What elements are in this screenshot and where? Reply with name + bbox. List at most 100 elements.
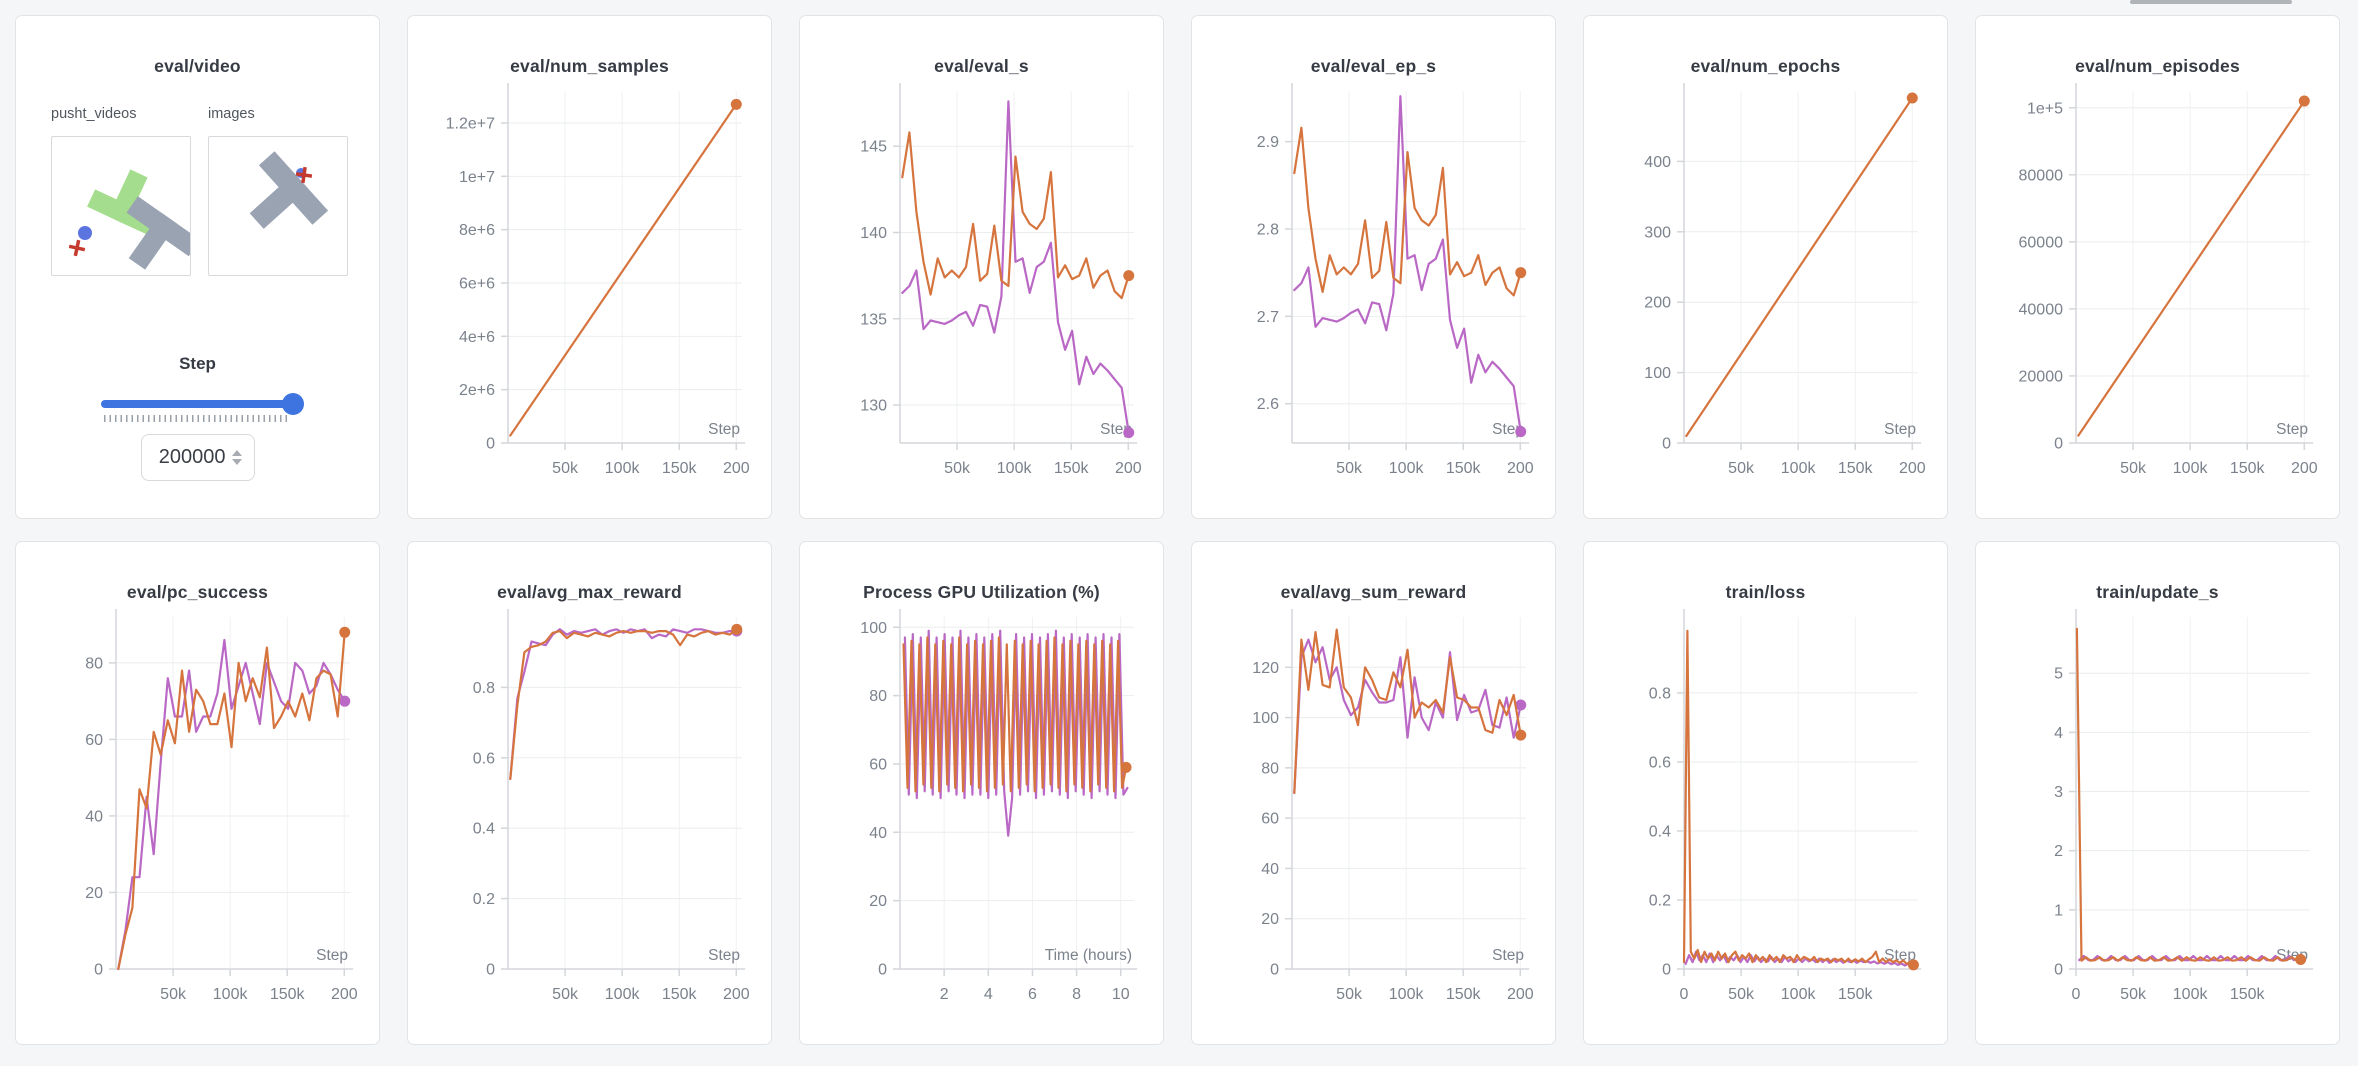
svg-text:0.6: 0.6	[1649, 754, 1671, 771]
target-cross	[295, 166, 313, 184]
step-increment-icon[interactable]	[231, 450, 242, 456]
pusht-goal-t-shape	[87, 169, 155, 235]
series-line-run-purple	[903, 629, 1129, 837]
step-slider-ticks	[104, 415, 290, 422]
svg-text:200: 200	[1115, 460, 1142, 477]
svg-text:2.6: 2.6	[1257, 396, 1279, 413]
svg-text:6e+6: 6e+6	[459, 276, 495, 293]
chart-num-episodes[interactable]: 50k 100k 150k 200 0 20000 40000 60000 80000 1e+5 S…	[1976, 77, 2339, 513]
media-label-pusht-videos: pusht_videos	[51, 106, 137, 122]
svg-text:50k: 50k	[1336, 986, 1363, 1003]
svg-text:40: 40	[85, 808, 103, 825]
svg-text:2.8: 2.8	[1257, 222, 1279, 239]
svg-text:60: 60	[869, 756, 887, 773]
panel-eval-num-episodes: eval/num_episodes 50k 100k 150k 200 0 20000 40…	[1975, 15, 2340, 519]
x-axis-label: Step	[316, 947, 348, 964]
svg-text:50k: 50k	[944, 460, 971, 477]
panel-eval-avg-max-reward: eval/avg_max_reward 50k 100k 150k 200 0 0.2 0.…	[407, 541, 772, 1045]
svg-text:2e+6: 2e+6	[459, 382, 495, 399]
svg-text:0.4: 0.4	[1649, 823, 1671, 840]
horizontal-scrollbar-thumb[interactable]	[2130, 0, 2292, 4]
svg-text:3: 3	[2054, 784, 2063, 801]
chart-eval-ep-s[interactable]: 50k 100k 150k 200 2.6 2.7 2.8 2.9 Step	[1192, 77, 1555, 513]
svg-text:0.8: 0.8	[1649, 685, 1671, 702]
svg-text:145: 145	[860, 139, 887, 156]
step-slider-label: Step	[179, 354, 216, 373]
endpoint-dot-run-purple	[1515, 699, 1527, 711]
svg-text:200: 200	[723, 460, 750, 477]
svg-text:0.2: 0.2	[473, 891, 495, 908]
svg-text:200: 200	[2291, 460, 2318, 477]
endpoint-dot-run-orange	[1515, 267, 1527, 279]
series-line-run-orange	[2075, 627, 2302, 962]
svg-text:150k: 150k	[2230, 460, 2266, 477]
panel-train-update-s: train/update_s 0 50k 100k 150k 0 1 2 3 4 5 Step	[1975, 541, 2340, 1045]
chart-svg-pc_success: 50k 100k 150k 200 0 20 40 60 80 Step	[85, 609, 358, 1003]
step-stepper[interactable]	[231, 450, 242, 465]
step-slider[interactable]	[101, 400, 301, 408]
svg-text:8: 8	[1072, 986, 1081, 1003]
svg-text:0: 0	[1662, 962, 1671, 979]
svg-text:100k: 100k	[1389, 460, 1425, 477]
svg-text:100: 100	[860, 620, 887, 637]
panel-eval-eval-s: eval/eval_s 50k 100k 150k 200 130 135 140 145 St…	[799, 15, 1164, 519]
svg-text:80: 80	[869, 688, 887, 705]
svg-text:1e+5: 1e+5	[2027, 100, 2063, 117]
panel-eval-num-epochs: eval/num_epochs 50k 100k 150k 200 0 100 200 300…	[1583, 15, 1948, 519]
endpoint-dot-run-orange	[731, 623, 743, 635]
svg-text:0.6: 0.6	[473, 750, 495, 767]
chart-title: Process GPU Utilization (%)	[863, 582, 1100, 602]
x-axis-label: Step	[708, 947, 740, 964]
series-line-run-purple	[509, 628, 738, 780]
svg-text:150k: 150k	[2230, 986, 2266, 1003]
svg-text:1e+7: 1e+7	[459, 169, 495, 186]
series-line-run-purple	[901, 100, 1130, 434]
svg-text:150k: 150k	[662, 460, 698, 477]
svg-text:150k: 150k	[270, 986, 306, 1003]
svg-text:50k: 50k	[160, 986, 187, 1003]
chart-avg-max-reward[interactable]: 50k 100k 150k 200 0 0.2 0.4 0.6 0.8 Step	[408, 603, 771, 1039]
chart-title: eval/num_samples	[510, 56, 669, 76]
endpoint-dot-run-purple	[1515, 426, 1527, 438]
media-label-images: images	[208, 106, 255, 122]
chart-pc-success[interactable]: 50k 100k 150k 200 0 20 40 60 80 Step	[16, 603, 379, 1039]
endpoint-dot-run-orange	[1120, 761, 1132, 773]
svg-text:150k: 150k	[662, 986, 698, 1003]
image-thumbnail[interactable]	[208, 136, 348, 276]
chart-avg-sum-reward[interactable]: 50k 100k 150k 200 0 20 40 60 80 100 120 Step	[1192, 603, 1555, 1039]
chart-gpu-utilization[interactable]: 2 4 6 8 10 0 20 40 60 80 100 Time (hours)	[800, 603, 1163, 1039]
step-slider-knob[interactable]	[282, 393, 304, 415]
svg-text:0: 0	[2054, 962, 2063, 979]
chart-svg-avg_max_reward: 50k 100k 150k 200 0 0.2 0.4 0.6 0.8 Step	[473, 609, 750, 1003]
svg-text:20: 20	[1261, 911, 1279, 928]
svg-text:0: 0	[2072, 986, 2081, 1003]
chart-num-samples[interactable]: 50k 100k 150k 200 0 2e+6 4e+6 6e+6 8e+6 1e+7 1.2e+…	[408, 77, 771, 513]
chart-num-epochs[interactable]: 50k 100k 150k 200 0 100 200 300 400 Step	[1584, 77, 1947, 513]
svg-text:100k: 100k	[2173, 460, 2209, 477]
svg-text:100k: 100k	[605, 986, 641, 1003]
chart-train-update-s[interactable]: 0 50k 100k 150k 0 1 2 3 4 5 Step	[1976, 603, 2339, 1039]
chart-title: eval/avg_max_reward	[497, 582, 682, 602]
svg-text:50k: 50k	[2120, 986, 2147, 1003]
svg-text:150k: 150k	[1838, 460, 1874, 477]
panel-title: eval/video	[154, 56, 241, 76]
chart-svg-num_samples: 50k 100k 150k 200 0 2e+6 4e+6 6e+6 8e+6 1e+7 1.2e+…	[446, 83, 750, 477]
chart-eval-s[interactable]: 50k 100k 150k 200 130 135 140 145 Step	[800, 77, 1163, 513]
svg-text:130: 130	[860, 398, 887, 415]
svg-text:100k: 100k	[1781, 460, 1817, 477]
series-line-run-purple	[1293, 95, 1522, 433]
step-decrement-icon[interactable]	[231, 459, 242, 465]
chart-train-loss[interactable]: 0 50k 100k 150k 0 0.2 0.4 0.6 0.8 Step	[1584, 603, 1947, 1039]
series-line-run-orange	[509, 628, 738, 780]
pusht-block-t-shape	[126, 196, 201, 270]
svg-text:1.2e+7: 1.2e+7	[446, 116, 495, 133]
panel-eval-eval-ep-s: eval/eval_ep_s 50k 100k 150k 200 2.6 2.7 2.8 2.…	[1191, 15, 1556, 519]
series-line-run-orange	[2077, 100, 2306, 437]
video-thumbnail-pusht[interactable]	[51, 136, 201, 276]
svg-text:0: 0	[2054, 436, 2063, 453]
svg-text:20: 20	[869, 893, 887, 910]
chart-title: eval/num_epochs	[1690, 56, 1841, 76]
panel-eval-avg-sum-reward: eval/avg_sum_reward 50k 100k 150k 200 0 20 40 6…	[1191, 541, 1556, 1045]
step-input[interactable]	[153, 446, 226, 469]
